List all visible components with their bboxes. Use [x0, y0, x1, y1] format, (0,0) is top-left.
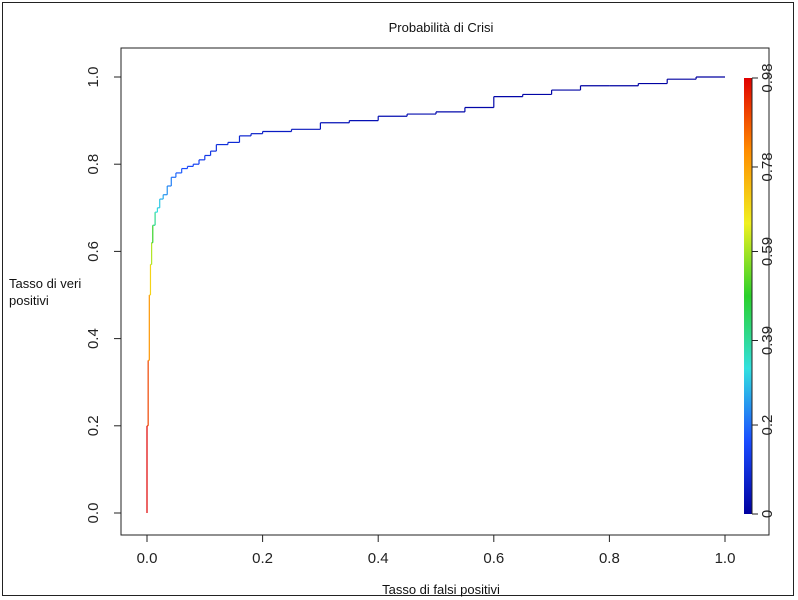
colorbar	[744, 78, 752, 514]
x-tick-label: 0.8	[599, 550, 620, 567]
plot-area	[120, 47, 770, 536]
colorbar-tick-label: 0.59	[759, 237, 776, 266]
colorbar-axis: 0 0.2 0.39 0.59 0.78 0.98	[751, 63, 776, 518]
colorbar-tick-label: 0.78	[759, 152, 776, 181]
y-axis-title-line1: Tasso di veri	[9, 276, 81, 291]
y-tick-label: 0.8	[85, 154, 102, 175]
y-tick-label: 0.4	[85, 328, 102, 349]
x-tick-label: 1.0	[715, 550, 736, 567]
x-tick-label: 0.6	[483, 550, 504, 567]
x-tick-label: 0.0	[137, 550, 158, 567]
y-tick-label: 0.0	[85, 503, 102, 524]
colorbar-tick-label: 0.98	[759, 63, 776, 92]
colorbar-tick-label: 0	[759, 510, 776, 518]
y-axis: 0.0 0.2 0.4 0.6 0.8 1.0	[85, 67, 122, 524]
y-tick-label: 0.6	[85, 241, 102, 262]
roc-curve	[146, 76, 725, 513]
x-axis-title: Tasso di falsi positivi	[382, 582, 500, 597]
x-tick-label: 0.2	[252, 550, 273, 567]
y-tick-label: 1.0	[85, 67, 102, 88]
x-tick-label: 0.4	[368, 550, 389, 567]
colorbar-tick-label: 0.2	[759, 415, 776, 436]
x-axis: 0.0 0.2 0.4 0.6 0.8 1.0	[137, 534, 736, 567]
y-axis-title-line2: positivi	[9, 293, 49, 308]
y-tick-label: 0.2	[85, 415, 102, 436]
colorbar-tick-label: 0.39	[759, 326, 776, 355]
chart-title: Probabilità di Crisi	[389, 20, 494, 35]
